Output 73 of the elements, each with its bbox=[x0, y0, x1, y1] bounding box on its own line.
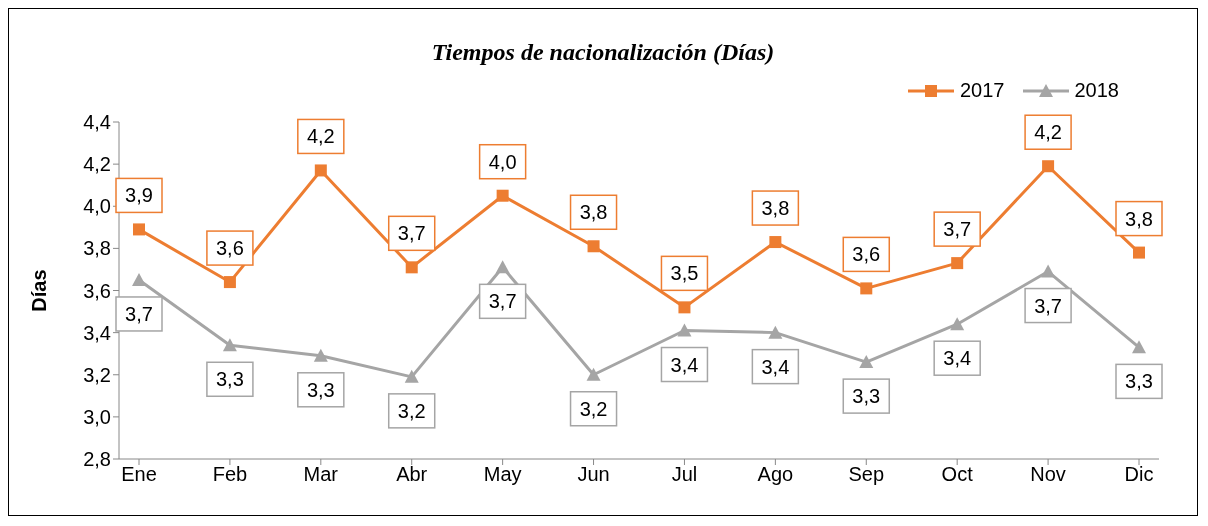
point bbox=[768, 325, 783, 339]
legend-label: 2017 bbox=[960, 79, 1005, 102]
point bbox=[1133, 246, 1145, 259]
data-label: 4,2 bbox=[306, 125, 335, 148]
point bbox=[769, 236, 782, 249]
data-label: 3,8 bbox=[1125, 207, 1153, 230]
data-label: 3,8 bbox=[579, 201, 608, 224]
y-tick-label: 3,2 bbox=[83, 363, 111, 386]
x-tick-label: Jul bbox=[671, 463, 698, 486]
legend-label: 2018 bbox=[1074, 79, 1119, 102]
point bbox=[496, 189, 509, 202]
data-label: 3,6 bbox=[216, 237, 244, 260]
point bbox=[951, 257, 964, 270]
data-label: 3,4 bbox=[670, 353, 699, 376]
point bbox=[314, 164, 327, 177]
y-tick-label: 4,2 bbox=[83, 153, 111, 176]
point bbox=[1041, 264, 1056, 278]
x-tick-label: Sep bbox=[848, 463, 885, 486]
data-label: 3,7 bbox=[397, 222, 426, 245]
point bbox=[222, 338, 237, 352]
y-tick-label: 2,8 bbox=[83, 448, 111, 471]
point bbox=[223, 276, 236, 289]
point bbox=[587, 240, 600, 253]
data-label: 3,3 bbox=[1125, 370, 1153, 393]
data-label: 3,7 bbox=[488, 290, 517, 313]
x-tick-label: Mar bbox=[303, 463, 339, 486]
point bbox=[133, 223, 145, 236]
data-label: 3,7 bbox=[125, 302, 153, 325]
x-tick-label: Abr bbox=[396, 463, 428, 486]
point bbox=[950, 317, 965, 331]
y-tick-label: 4,4 bbox=[83, 111, 111, 134]
point bbox=[1042, 160, 1055, 173]
data-label: 3,7 bbox=[1034, 294, 1062, 317]
data-label: 3,3 bbox=[852, 385, 881, 408]
data-label: 4,0 bbox=[488, 150, 517, 173]
data-label: 4,2 bbox=[1034, 121, 1062, 144]
point bbox=[495, 260, 510, 274]
point bbox=[1132, 340, 1146, 354]
data-label: 3,5 bbox=[670, 262, 699, 285]
data-label: 3,4 bbox=[943, 347, 972, 370]
y-tick-label: 3,4 bbox=[83, 321, 111, 344]
data-label: 3,2 bbox=[579, 397, 608, 420]
y-tick-label: 3,6 bbox=[83, 279, 111, 302]
data-label: 3,6 bbox=[852, 243, 881, 266]
x-tick-label: Oct bbox=[941, 463, 974, 486]
x-tick-label: Ago bbox=[757, 463, 794, 486]
point bbox=[405, 261, 418, 274]
x-tick-label: Feb bbox=[212, 463, 248, 486]
data-label: 3,2 bbox=[397, 399, 426, 422]
data-label: 3,7 bbox=[943, 218, 972, 241]
data-label: 3,4 bbox=[761, 355, 790, 378]
point bbox=[678, 301, 691, 314]
point bbox=[677, 323, 692, 337]
y-axis-title: Días bbox=[28, 269, 51, 312]
point bbox=[404, 369, 419, 383]
x-tick-label: Nov bbox=[1030, 463, 1066, 486]
chart-title: Tiempos de nacionalización (Días) bbox=[430, 38, 776, 67]
point bbox=[313, 348, 328, 362]
point bbox=[132, 272, 146, 286]
data-label: 3,9 bbox=[125, 184, 153, 207]
x-tick-label: Ene bbox=[121, 463, 157, 486]
y-tick-label: 4,0 bbox=[83, 195, 111, 218]
y-tick-label: 3,8 bbox=[83, 237, 111, 260]
x-tick-label: May bbox=[483, 463, 522, 486]
data-label: 3,3 bbox=[306, 378, 335, 401]
point bbox=[586, 367, 601, 381]
point bbox=[859, 355, 874, 369]
x-tick-label: Dic bbox=[1124, 463, 1154, 486]
x-tick-label: Jun bbox=[577, 463, 610, 486]
data-label: 3,8 bbox=[761, 197, 790, 220]
y-tick-label: 3,0 bbox=[83, 405, 111, 428]
data-label: 3,3 bbox=[216, 368, 244, 391]
point bbox=[860, 282, 873, 295]
